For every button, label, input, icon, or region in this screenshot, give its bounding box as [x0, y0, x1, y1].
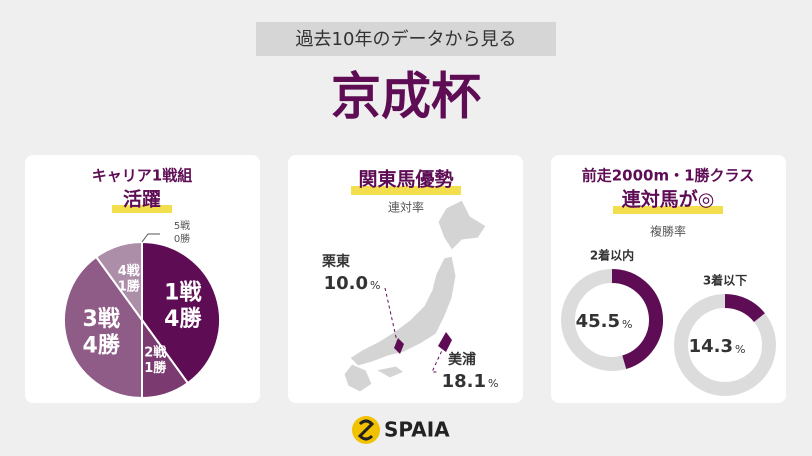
highlight — [112, 205, 172, 213]
pie-slice — [141, 240, 221, 385]
subtitle-box — [256, 22, 556, 56]
donut-value: 45.5 — [576, 311, 620, 332]
slice-value: 0勝 — [174, 232, 190, 245]
slice-label: 5戦 — [174, 219, 190, 232]
panel-title: 関東馬優勢 — [358, 168, 453, 191]
slice-value: 1勝 — [144, 360, 167, 376]
leader-line — [384, 287, 399, 347]
pie-slice — [94, 240, 143, 324]
panel-subtitle: 連対率 — [388, 200, 424, 215]
panel-title: 前走2000m・1勝クラス — [582, 167, 755, 185]
region-value: 10.0 — [324, 273, 368, 294]
leader-line — [141, 233, 160, 243]
region-name: 栗東 — [322, 253, 350, 270]
panel — [551, 155, 786, 403]
slice-label: 4戦 — [118, 263, 141, 279]
slice-label: 1戦 — [164, 281, 202, 306]
unit: % — [370, 279, 380, 292]
logo-mark — [357, 419, 375, 441]
highlight — [351, 186, 461, 195]
region-value: 18.1 — [442, 371, 486, 392]
panel-title: 連対馬が◎ — [622, 188, 715, 211]
highlight — [613, 206, 723, 214]
header-subtitle: 過去10年のデータから見る — [296, 29, 517, 50]
slice-value: 4勝 — [83, 333, 121, 358]
donut-arc — [724, 294, 765, 323]
japan-map — [343, 199, 487, 393]
region-name: 美浦 — [448, 351, 476, 368]
donut-arc — [611, 269, 663, 369]
header-title: 京成杯 — [331, 68, 481, 126]
unit: % — [488, 377, 498, 390]
unit: % — [622, 318, 632, 331]
slice-label: 3戦 — [83, 307, 121, 332]
pie-slice — [63, 255, 143, 400]
miho-region — [438, 332, 452, 352]
panel-title: キャリア1戦組 — [92, 167, 192, 185]
donut-category: 2着以内 — [590, 248, 634, 263]
slice-value: 1勝 — [118, 278, 141, 294]
panel-subtitle: 複勝率 — [650, 224, 686, 239]
donut-value: 14.3 — [689, 336, 733, 357]
slice-value: 4勝 — [164, 307, 202, 332]
leader-line — [431, 345, 445, 373]
unit: % — [735, 343, 745, 356]
donut-category: 3着以下 — [703, 273, 747, 288]
brand: SPAIA — [384, 418, 450, 442]
panel-title: 活躍 — [123, 188, 161, 211]
ritto-region — [394, 338, 404, 354]
slice-label: 2戦 — [144, 345, 167, 361]
